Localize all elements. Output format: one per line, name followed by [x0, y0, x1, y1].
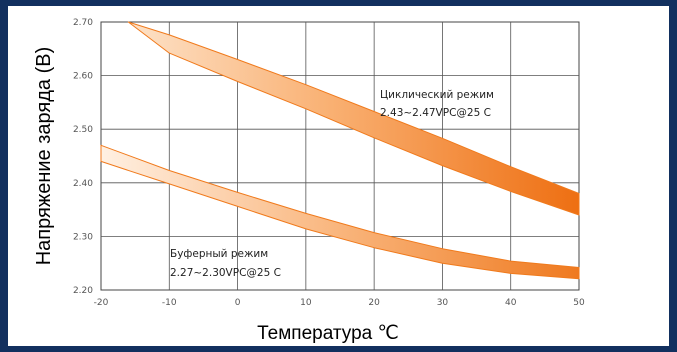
y-tick-label: 2.20: [73, 286, 93, 296]
x-tick-label: -10: [162, 298, 177, 308]
x-tick-label: -20: [94, 298, 109, 308]
y-tick-label: 2.40: [73, 179, 93, 189]
x-tick-label: 20: [368, 298, 380, 308]
tick-labels: 2.20 2.30 2.40 2.50 2.60 2.70 -20 -10 0 10 20 30 40 5…: [73, 18, 585, 308]
chart-frame: 2.20 2.30 2.40 2.50 2.60 2.70 -20 -10 0 10 20 30 40 5…: [8, 6, 669, 346]
band-series-1: [127, 21, 580, 216]
x-tick-label: 0: [235, 298, 241, 308]
y-tick-label: 2.70: [73, 18, 93, 28]
cyclic-mode-label: Циклический режим: [380, 89, 494, 101]
y-tick-label: 2.50: [73, 125, 93, 135]
float-mode-range: 2.27~2.30VPC@25 C: [170, 267, 281, 279]
x-tick-label: 50: [573, 298, 585, 308]
y-tick-label: 2.30: [73, 232, 93, 242]
bands: [100, 21, 580, 280]
x-axis-label: Температура ℃: [257, 323, 399, 344]
x-tick-label: 30: [437, 298, 449, 308]
y-axis-label: Напряжение заряда (В): [33, 47, 55, 266]
x-tick-label: 40: [505, 298, 517, 308]
cyclic-mode-range: 2.43~2.47VPC@25 C: [380, 107, 491, 119]
x-tick-label: 10: [300, 298, 312, 308]
y-tick-label: 2.60: [73, 72, 93, 82]
charge-voltage-chart: 2.20 2.30 2.40 2.50 2.60 2.70 -20 -10 0 10 20 30 40 5…: [33, 18, 585, 344]
band-series-2: [100, 144, 580, 280]
float-mode-label: Буферный режим: [170, 248, 268, 260]
